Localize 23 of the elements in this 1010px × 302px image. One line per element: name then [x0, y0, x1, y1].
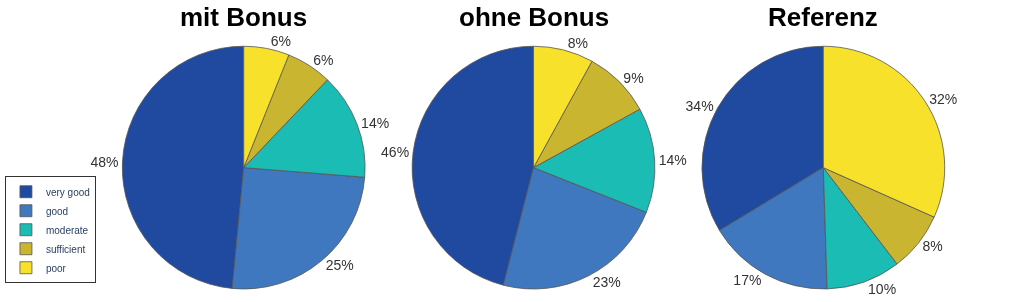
- data-label: 8%: [922, 237, 943, 254]
- data-label: 6%: [270, 32, 291, 49]
- data-label: 34%: [685, 98, 714, 115]
- data-label: 17%: [733, 272, 762, 289]
- chart-title: mit Bonus: [180, 2, 308, 32]
- legend-label: moderate: [45, 224, 89, 236]
- data-label: 8%: [567, 34, 588, 51]
- chart-title: Referenz: [768, 2, 878, 32]
- chart-title: ohne Bonus: [459, 2, 610, 32]
- data-label: 32%: [929, 91, 958, 108]
- data-label: 23%: [592, 274, 621, 291]
- legend-label: good: [45, 205, 69, 217]
- legend-label: sufficient: [45, 243, 86, 255]
- legend-label: very good: [45, 186, 90, 198]
- data-label: 25%: [325, 257, 354, 274]
- legend-label: poor: [45, 262, 67, 274]
- data-label: 48%: [90, 153, 119, 170]
- data-label: 14%: [361, 115, 390, 132]
- data-label: 9%: [623, 69, 644, 86]
- data-label: 6%: [313, 51, 334, 68]
- data-label: 14%: [658, 151, 687, 168]
- data-label: 10%: [868, 281, 897, 298]
- data-label: 46%: [381, 144, 410, 161]
